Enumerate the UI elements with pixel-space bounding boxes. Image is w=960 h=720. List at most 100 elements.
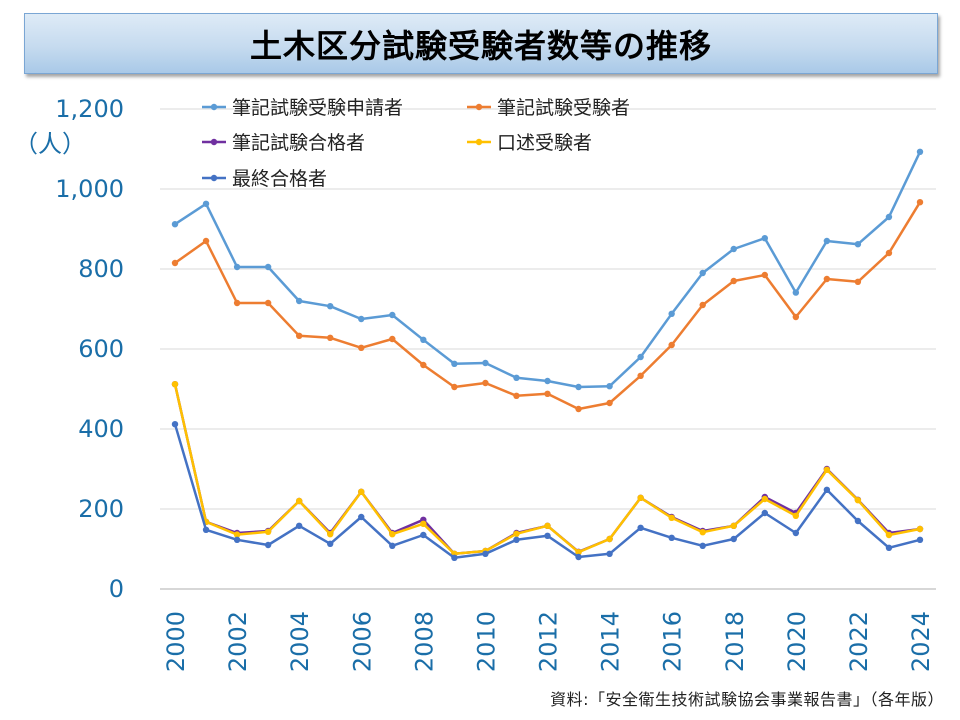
y-tick-label: 600 <box>78 335 124 363</box>
x-tick-label: 2020 <box>783 611 811 672</box>
legend-item-4: 口述受験者 <box>467 132 592 154</box>
data-point <box>171 259 179 267</box>
data-point <box>202 200 210 207</box>
x-tick-label: 2004 <box>286 611 314 672</box>
data-point <box>513 374 520 381</box>
data-point <box>264 299 272 307</box>
data-point <box>295 332 303 339</box>
series-2 <box>171 199 924 413</box>
data-point <box>327 531 334 538</box>
x-tick-label: 2016 <box>659 611 687 672</box>
data-point <box>916 536 924 543</box>
x-tick-label: 2022 <box>845 611 873 672</box>
data-point <box>916 525 924 533</box>
data-point <box>389 542 396 549</box>
data-point <box>171 221 179 228</box>
data-point <box>482 550 489 557</box>
data-point <box>575 383 582 391</box>
data-point <box>606 550 613 557</box>
data-point <box>389 335 396 343</box>
data-point <box>513 392 520 399</box>
x-tick-label: 2010 <box>472 611 500 672</box>
y-tick-label: 800 <box>78 255 124 283</box>
data-point <box>823 237 831 245</box>
data-point <box>916 148 924 155</box>
data-point <box>637 353 644 361</box>
data-point <box>358 488 365 495</box>
x-tick-label: 2000 <box>162 611 190 672</box>
data-point <box>451 554 458 561</box>
axes: 0 200 400 600 800 1,000 1,200 2000 2002 2004 2006 2… <box>55 95 936 672</box>
y-tick-label: 400 <box>78 415 124 443</box>
series-5 <box>171 421 924 561</box>
data-point <box>451 383 458 391</box>
data-point <box>885 213 893 221</box>
data-point <box>730 522 737 529</box>
data-point <box>792 289 800 296</box>
data-point <box>668 514 675 521</box>
data-point <box>171 381 179 388</box>
legend-swatch-marker <box>475 138 483 146</box>
data-point <box>575 405 582 413</box>
data-point <box>233 531 241 538</box>
data-point <box>854 497 862 504</box>
data-point <box>792 512 800 519</box>
x-tick-label: 2018 <box>721 611 749 672</box>
data-point <box>823 466 831 473</box>
data-point <box>544 522 551 529</box>
data-point <box>854 278 862 285</box>
data-point <box>761 495 768 503</box>
data-point <box>761 509 768 517</box>
data-point <box>606 535 613 543</box>
data-point <box>792 313 800 321</box>
data-point <box>575 553 582 561</box>
data-point <box>792 529 800 537</box>
data-point <box>295 522 303 529</box>
data-point <box>544 377 551 385</box>
data-point <box>327 334 334 341</box>
data-point <box>885 544 893 551</box>
series-1 <box>171 148 924 391</box>
data-point <box>854 517 862 525</box>
data-point <box>637 372 644 379</box>
series-lines <box>171 148 924 561</box>
x-tick-label: 2012 <box>535 611 563 672</box>
data-point <box>233 536 241 543</box>
data-point <box>513 530 520 537</box>
data-point <box>699 529 706 536</box>
data-point <box>233 299 241 307</box>
data-point <box>854 241 862 248</box>
data-point <box>699 269 706 277</box>
data-point <box>264 263 272 271</box>
legend-label: 筆記試験受験申請者 <box>232 97 403 119</box>
data-point <box>264 528 272 535</box>
data-point <box>761 271 768 279</box>
data-point <box>482 379 489 387</box>
y-axis-unit-label: （人） <box>14 130 86 158</box>
x-tick-label: 2006 <box>348 611 376 672</box>
data-point <box>668 534 675 541</box>
legend-item-5: 最終合格者 <box>202 168 327 190</box>
series-4 <box>171 381 924 557</box>
data-point <box>358 344 365 351</box>
data-point <box>885 249 893 257</box>
legend-swatch-marker <box>210 138 218 146</box>
legend-swatch-marker <box>210 103 218 111</box>
data-point <box>202 526 210 533</box>
series-3 <box>171 381 924 557</box>
data-point <box>730 535 737 543</box>
data-point <box>389 311 396 319</box>
x-tick-label: 2014 <box>597 611 625 672</box>
data-point <box>699 301 706 309</box>
x-tick-label: 2002 <box>224 611 252 672</box>
source-note: 資料:「安全衛生技術試験協会事業報告書」（各年版） <box>550 690 944 709</box>
legend-label: 口述受験者 <box>497 132 592 154</box>
data-point <box>606 383 613 390</box>
legend-item-2: 筆記試験受験者 <box>467 97 630 119</box>
y-tick-label: 0 <box>109 575 124 603</box>
legend-item-3: 筆記試験合格者 <box>202 132 365 154</box>
y-tick-label: 1,200 <box>55 95 124 123</box>
data-point <box>699 542 706 549</box>
